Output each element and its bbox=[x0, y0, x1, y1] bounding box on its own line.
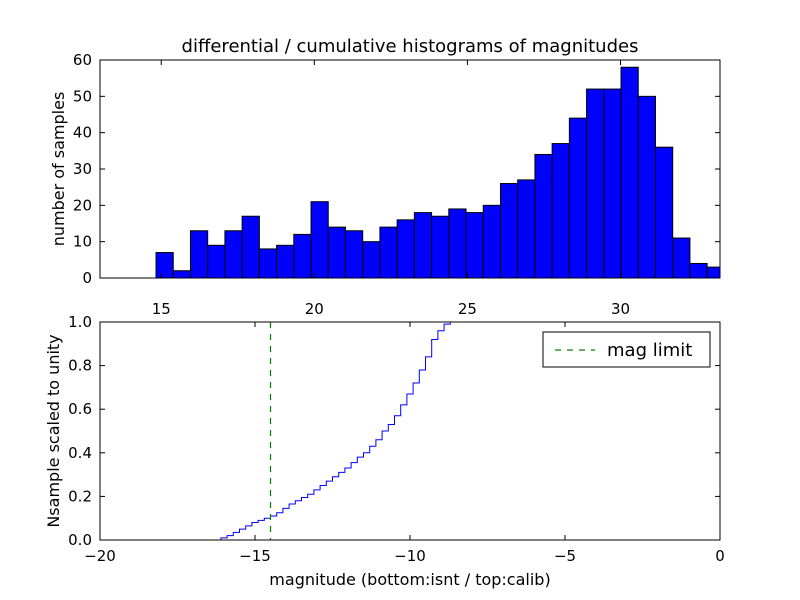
y-tick-label: 0.2 bbox=[68, 487, 92, 505]
histogram-bar bbox=[603, 88, 622, 279]
bottom-y-ticks: 0.0 0.2 0.4 0.6 0.8 1.0 bbox=[68, 313, 720, 549]
x-tick-label: 25 bbox=[458, 300, 477, 318]
histogram-bar bbox=[431, 215, 450, 279]
x-tick-label: 15 bbox=[152, 300, 171, 318]
x-tick-label: 20 bbox=[305, 300, 324, 318]
histogram-bar bbox=[706, 266, 721, 279]
top-y-axis-label: number of samples bbox=[49, 92, 68, 247]
y-tick-label: 40 bbox=[73, 124, 92, 142]
histogram-bar bbox=[293, 233, 312, 279]
bottom-lines bbox=[100, 321, 721, 541]
x-tick-label: −20 bbox=[84, 547, 116, 565]
y-tick-label: 0 bbox=[82, 269, 92, 287]
histogram-bar bbox=[413, 212, 433, 279]
histogram-bar bbox=[586, 88, 605, 279]
bottom-x-axis-label: magnitude (bottom:isnt / top:calib) bbox=[269, 570, 550, 589]
histogram-bar bbox=[224, 230, 243, 279]
legend-label-mag-limit: mag limit bbox=[607, 340, 692, 361]
histogram-bar bbox=[396, 219, 415, 279]
histogram-bar bbox=[207, 244, 226, 279]
histogram-bar bbox=[327, 226, 346, 279]
top-y-ticks: 0 10 20 30 40 50 60 bbox=[73, 51, 720, 287]
x-tick-label: −15 bbox=[239, 547, 271, 565]
histogram-bar bbox=[482, 204, 501, 279]
cumulative-step-line bbox=[100, 321, 721, 541]
legend: mag limit bbox=[542, 331, 711, 368]
histogram-bar bbox=[689, 262, 708, 279]
histogram-bar bbox=[310, 201, 329, 279]
histogram-bar bbox=[499, 183, 519, 279]
histogram-bar bbox=[534, 153, 553, 279]
y-tick-label: 0.8 bbox=[68, 357, 92, 375]
histogram-bar bbox=[379, 226, 398, 279]
y-tick-label: 0.0 bbox=[68, 531, 92, 549]
y-tick-label: 0.4 bbox=[68, 444, 92, 462]
histogram-bar bbox=[172, 270, 191, 279]
y-tick-label: 30 bbox=[73, 160, 92, 178]
histogram-bar bbox=[637, 95, 656, 279]
top-bars bbox=[155, 66, 721, 279]
histogram-bar bbox=[276, 244, 295, 279]
y-tick-label: 50 bbox=[73, 87, 92, 105]
histogram-bar bbox=[155, 252, 174, 279]
histogram-bar bbox=[344, 230, 364, 279]
bottom-y-axis-label: Nsample scaled to unity bbox=[44, 334, 63, 527]
x-tick-label: −5 bbox=[554, 547, 576, 565]
histogram-bar bbox=[448, 208, 467, 279]
histogram-bar bbox=[241, 215, 260, 279]
histogram-bar bbox=[189, 230, 209, 279]
histogram-bar bbox=[620, 66, 639, 279]
y-tick-label: 0.6 bbox=[68, 400, 92, 418]
x-tick-label: 0 bbox=[715, 547, 725, 565]
y-tick-label: 10 bbox=[73, 233, 92, 251]
histogram-bar bbox=[568, 117, 588, 279]
y-tick-label: 20 bbox=[73, 196, 92, 214]
top-x-ticks: 15 20 25 30 bbox=[152, 60, 630, 318]
y-tick-label: 60 bbox=[73, 51, 92, 69]
histogram-bar bbox=[258, 248, 278, 279]
histogram-bar bbox=[654, 146, 674, 279]
x-tick-label: 30 bbox=[611, 300, 630, 318]
histogram-bar bbox=[672, 237, 691, 279]
histogram-bar bbox=[465, 212, 484, 279]
top-histogram: differential / cumulative histograms of … bbox=[49, 36, 721, 318]
histogram-bar bbox=[362, 241, 381, 279]
histogram-bar bbox=[551, 143, 570, 279]
bottom-cumulative: 0.0 0.2 0.4 0.6 0.8 1.0 −20 −15 −10 −5 0 magnitud… bbox=[44, 313, 725, 589]
bottom-x-ticks: −20 −15 −10 −5 0 bbox=[84, 322, 725, 565]
x-tick-label: −10 bbox=[394, 547, 426, 565]
chart-title: differential / cumulative histograms of … bbox=[182, 36, 639, 57]
histogram-bar bbox=[517, 179, 536, 279]
y-tick-label: 1.0 bbox=[68, 313, 92, 331]
